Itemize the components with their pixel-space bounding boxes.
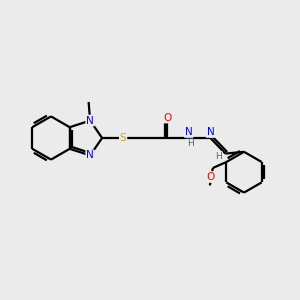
Text: H: H [215,152,222,161]
Text: N: N [206,127,214,137]
Text: H: H [187,140,194,148]
Text: N: N [86,116,94,126]
Text: O: O [206,172,214,182]
Text: S: S [120,133,126,143]
Text: N: N [86,150,94,161]
Text: N: N [185,127,193,137]
Text: O: O [163,112,171,123]
